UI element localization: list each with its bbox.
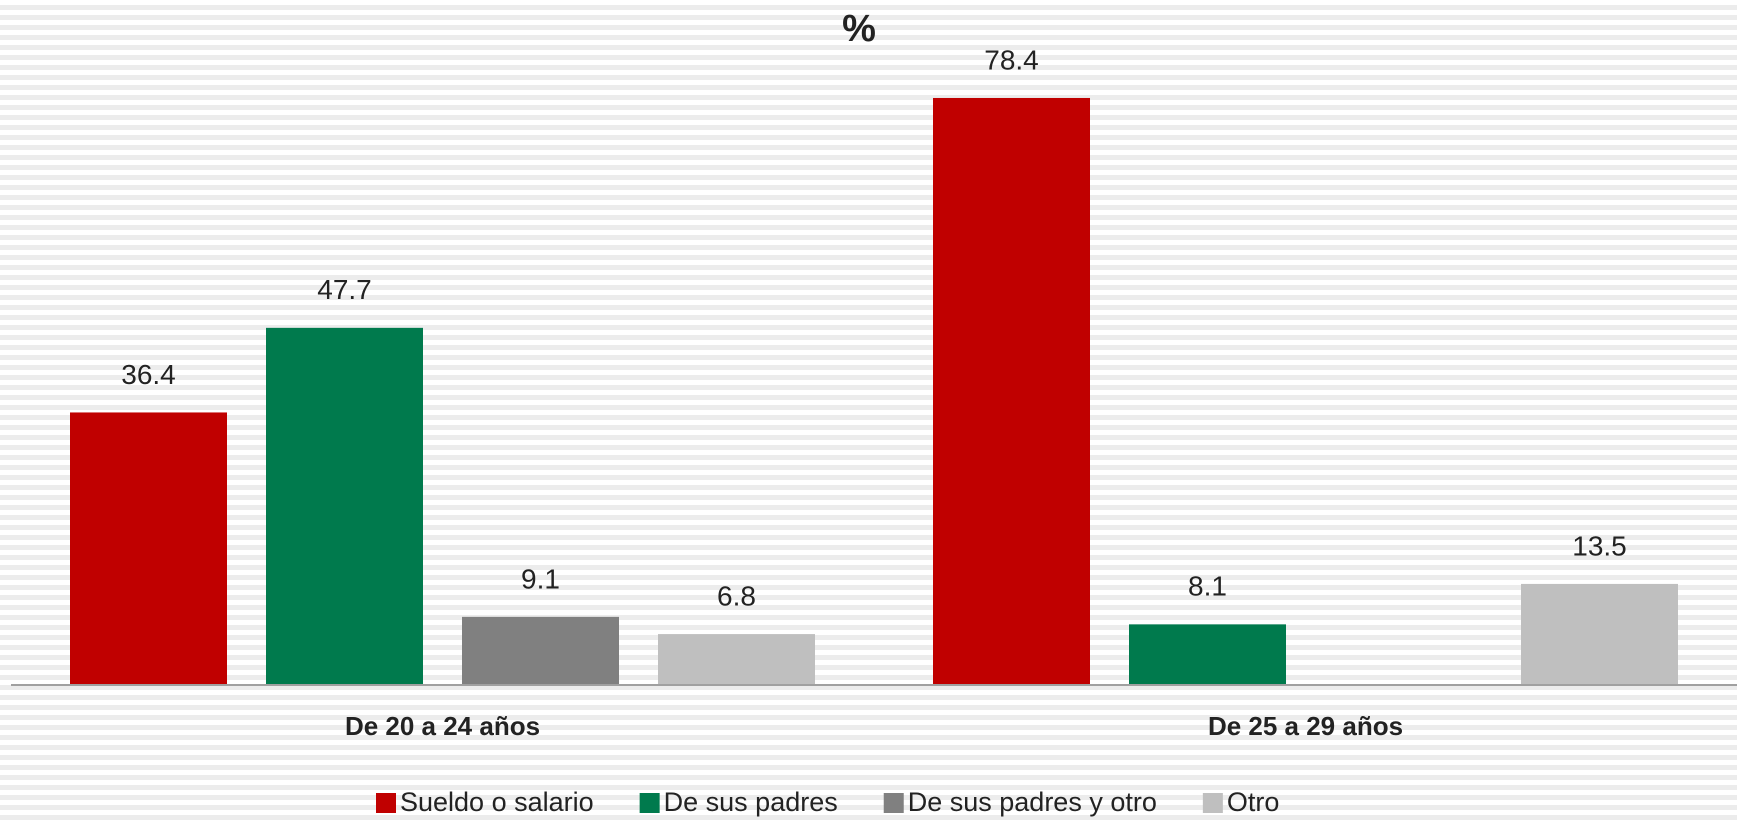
legend-swatch bbox=[1202, 793, 1223, 813]
data-label: 8.1 bbox=[1188, 571, 1227, 602]
bar bbox=[70, 412, 227, 685]
chart-title: % bbox=[842, 8, 876, 50]
bar bbox=[462, 616, 619, 685]
legend-label: Sueldo o salario bbox=[400, 787, 594, 817]
data-label: 36.4 bbox=[121, 359, 176, 390]
legend-label: De sus padres y otro bbox=[908, 787, 1157, 817]
bar bbox=[1521, 583, 1678, 685]
data-label: 47.7 bbox=[317, 274, 372, 305]
bar bbox=[933, 97, 1090, 686]
data-label: 13.5 bbox=[1572, 530, 1627, 561]
bar bbox=[266, 327, 423, 685]
x-tick-label: De 20 a 24 años bbox=[345, 711, 540, 741]
bar bbox=[1129, 624, 1286, 685]
data-label: 6.8 bbox=[717, 580, 756, 611]
data-label: 78.4 bbox=[984, 44, 1039, 75]
legend-label: De sus padres bbox=[664, 787, 838, 817]
x-tick-label: De 25 a 29 años bbox=[1208, 711, 1403, 741]
legend-swatch bbox=[376, 793, 396, 813]
bar bbox=[658, 634, 815, 685]
data-label: 9.1 bbox=[521, 563, 560, 594]
legend-swatch bbox=[883, 793, 904, 813]
legend-label: Otro bbox=[1227, 787, 1280, 817]
legend-swatch bbox=[639, 793, 660, 813]
